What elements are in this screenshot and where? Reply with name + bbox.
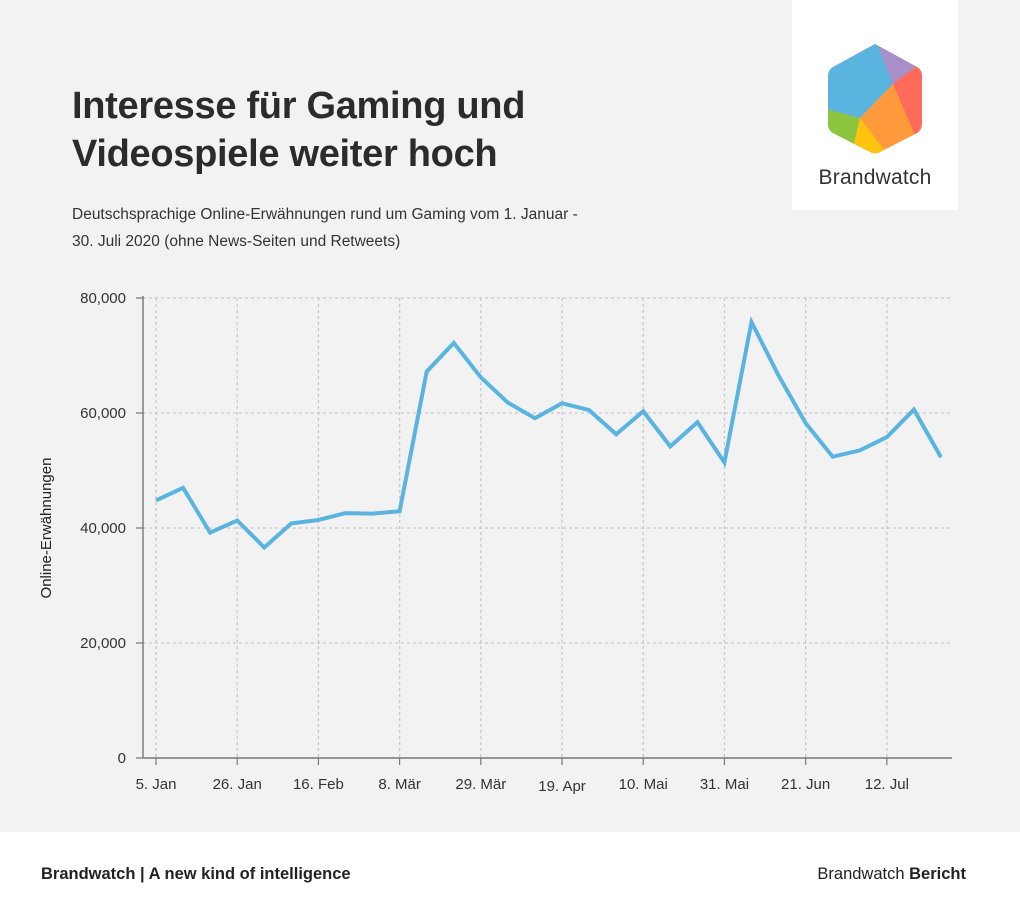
y-tick-label: 20,000 <box>80 635 126 652</box>
page-title: Interesse für Gaming und Videospiele wei… <box>72 85 526 175</box>
footer: Brandwatch | A new kind of intelligence … <box>0 832 1020 914</box>
x-tick-label: 16. Feb <box>293 776 344 793</box>
axes <box>136 296 952 765</box>
footer-tagline: Brandwatch | A new kind of intelligence <box>41 865 351 883</box>
x-tick-label: 31. Mai <box>700 776 749 793</box>
y-tick-label: 0 <box>118 750 126 767</box>
series-line <box>155 315 943 551</box>
brandwatch-logo: Brandwatch <box>792 0 958 210</box>
y-tick-label: 40,000 <box>80 520 126 537</box>
x-tick-label: 29. Mär <box>455 776 506 793</box>
series-layer <box>155 315 943 551</box>
x-tick-labels: 5. Jan 26. Jan 16. Feb 8. Mär 29. Mär 19. Apr… <box>136 776 909 795</box>
y-tick-label: 60,000 <box>80 405 126 422</box>
gridlines <box>143 297 952 758</box>
line-chart: 0 20,000 40,000 60,000 80,000 5. Jan 26. Jan 1… <box>38 290 952 795</box>
footer-brand: Brandwatch <box>817 865 905 883</box>
x-tick-label: 19. Apr <box>538 778 586 795</box>
y-axis-title: Online-Erwähnungen <box>38 458 55 599</box>
y-tick-labels: 0 20,000 40,000 60,000 80,000 <box>80 290 126 767</box>
x-tick-label: 8. Mär <box>378 776 421 793</box>
footer-report: Bericht <box>909 865 966 883</box>
chart-panel: Interesse für Gaming und Videospiele wei… <box>0 0 1020 832</box>
footer-report-label: Brandwatch Bericht <box>817 865 966 884</box>
page-subtitle: Deutschsprachige Online-Erwähnungen rund… <box>72 206 578 250</box>
logo-wordmark: Brandwatch <box>818 166 932 189</box>
y-tick-label: 80,000 <box>80 290 126 307</box>
x-tick-label: 12. Jul <box>865 776 909 793</box>
x-tick-label: 5. Jan <box>136 776 177 793</box>
x-tick-label: 10. Mai <box>619 776 668 793</box>
x-tick-label: 21. Jun <box>781 776 830 793</box>
x-tick-label: 26. Jan <box>213 776 262 793</box>
brandwatch-hexagon-icon <box>828 44 922 154</box>
